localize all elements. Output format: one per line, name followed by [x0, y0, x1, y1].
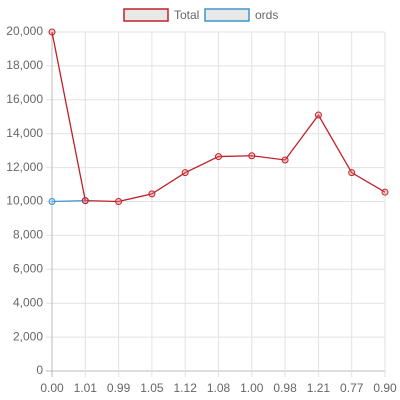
data-point	[81, 197, 89, 205]
x-tick-label: 1.01	[74, 381, 98, 395]
data-point	[48, 198, 56, 205]
data-point	[48, 28, 56, 36]
data-point	[115, 198, 123, 205]
y-tick-label: 14,000	[6, 126, 43, 140]
y-tick-label: 16,000	[6, 92, 43, 106]
y-tick-label: 6,000	[13, 261, 43, 275]
y-tick-label: 10,000	[6, 194, 43, 208]
legend-label: Total	[174, 8, 199, 22]
x-tick-label: 1.12	[174, 381, 198, 395]
y-tick-label: 8,000	[13, 228, 43, 242]
data-point	[248, 152, 256, 160]
x-tick-label: 1.00	[240, 381, 264, 395]
x-tick-label: 0.00	[40, 381, 64, 395]
legend-swatch	[123, 8, 169, 22]
data-point	[215, 153, 222, 161]
y-tick-label: 20,000	[6, 24, 43, 38]
data-point	[314, 111, 322, 119]
x-tick-label: 1.08	[207, 381, 231, 395]
y-tick-label: 4,000	[13, 295, 43, 309]
legend-label: ords	[255, 8, 278, 22]
y-tick-label: 12,000	[6, 160, 43, 174]
y-tick-label: 2,000	[13, 329, 43, 343]
data-point	[148, 190, 156, 198]
data-point	[381, 188, 389, 196]
y-tick-label: 18,000	[6, 58, 43, 72]
x-tick-label: 0.99	[107, 381, 131, 395]
series-line	[51, 31, 386, 203]
x-tick-label: 1.05	[140, 381, 164, 395]
legend-swatch	[204, 8, 250, 22]
y-tick-label: 0	[36, 363, 43, 377]
x-tick-label: 1.21	[307, 381, 331, 395]
x-tick-label: 0.98	[273, 381, 297, 395]
x-tick-label: 0.77	[340, 381, 364, 395]
data-point	[181, 169, 189, 177]
data-point	[281, 156, 289, 164]
x-tick-label: 0.90	[373, 381, 397, 395]
data-point	[348, 169, 356, 177]
series-line	[51, 200, 86, 203]
